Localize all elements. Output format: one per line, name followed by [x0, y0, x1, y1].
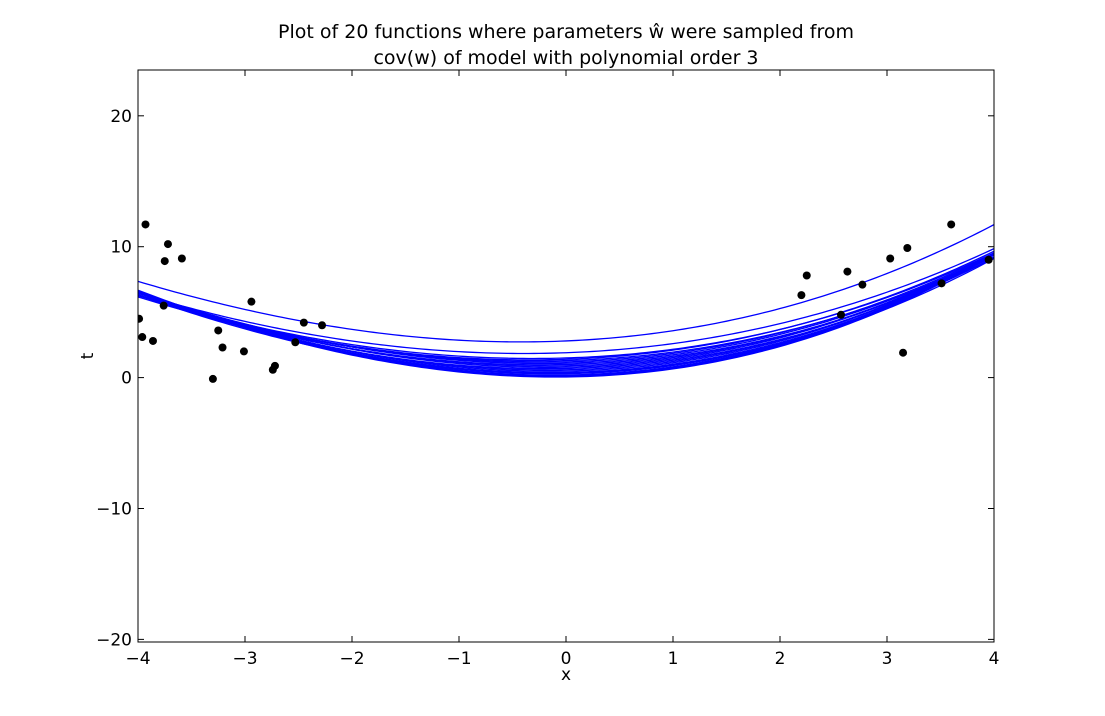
- y-tick-label: −10: [96, 499, 132, 519]
- data-point-15: [270, 361, 279, 370]
- data-point-11: [208, 374, 217, 383]
- x-tick-label: 0: [561, 649, 572, 669]
- x-tick-label: 2: [775, 649, 786, 669]
- x-tick-label: 4: [989, 649, 1000, 669]
- data-point-13: [247, 297, 256, 306]
- curve-1: [138, 224, 994, 343]
- data-point-8: [138, 314, 144, 323]
- x-tick-label: 3: [882, 649, 893, 669]
- x-tick-label: −1: [446, 649, 471, 669]
- y-axis-ticks: −20 −10 0 10 20: [96, 107, 994, 650]
- curve-18: [138, 257, 994, 366]
- data-point-3: [160, 257, 169, 266]
- fitted-curves: [138, 224, 994, 378]
- data-point-16: [291, 338, 300, 347]
- curve-6: [138, 253, 994, 365]
- y-tick-label: 10: [110, 238, 132, 258]
- data-point-23: [858, 280, 867, 289]
- data-points: [138, 220, 993, 383]
- x-axis-ticks: −4 −3 −2 −1 0 1 2 3 4: [125, 70, 999, 669]
- chart-title-line-2: cov(w) of model with polynomial order 3: [373, 47, 758, 69]
- data-point-17: [299, 318, 308, 327]
- chart-title-line-1: Plot of 20 functions where parameters ŵ …: [278, 21, 854, 43]
- data-point-1: [141, 220, 150, 229]
- data-point-5: [159, 301, 168, 310]
- data-point-26: [903, 244, 912, 253]
- data-point-4: [163, 240, 172, 249]
- x-tick-label: −3: [232, 649, 257, 669]
- data-point-10: [218, 343, 227, 352]
- x-tick-label: −2: [339, 649, 364, 669]
- y-axis-label: t: [78, 352, 98, 359]
- data-point-7: [148, 336, 157, 345]
- y-tick-label: 0: [121, 369, 132, 389]
- x-axis-label: x: [561, 665, 571, 685]
- data-point-21: [836, 310, 845, 319]
- data-point-18: [318, 321, 327, 330]
- y-tick-label: 20: [110, 107, 132, 127]
- data-point-19: [797, 291, 806, 300]
- data-point-29: [984, 255, 993, 264]
- data-point-25: [899, 348, 908, 357]
- data-point-12: [239, 347, 248, 356]
- data-point-24: [886, 254, 895, 263]
- data-point-2: [138, 333, 147, 342]
- data-point-9: [214, 326, 223, 335]
- data-point-28: [947, 220, 956, 229]
- curve-20: [138, 257, 994, 374]
- curve-2: [138, 248, 994, 355]
- data-point-20: [802, 271, 811, 280]
- curve-19: [138, 257, 994, 370]
- data-point-27: [937, 279, 946, 288]
- y-tick-label: −20: [96, 630, 132, 650]
- x-tick-label: −4: [125, 649, 150, 669]
- data-point-22: [843, 267, 852, 276]
- curve-17: [138, 256, 994, 362]
- data-point-6: [177, 254, 186, 263]
- x-tick-label: 1: [668, 649, 679, 669]
